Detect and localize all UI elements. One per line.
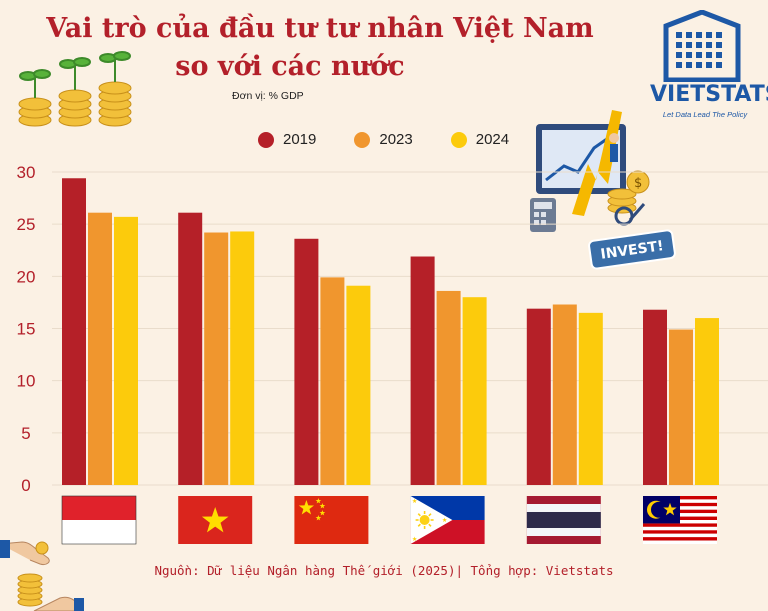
- legend-swatch: [450, 131, 467, 148]
- y-tick-label: 10: [17, 372, 36, 391]
- legend-label: 2024: [475, 131, 510, 148]
- flag-indonesia-icon: [61, 495, 137, 545]
- y-tick-label: 15: [17, 320, 36, 339]
- chart-title-line2: so với các nước: [175, 51, 405, 82]
- bar-2019-china: [294, 238, 319, 485]
- vietstats-logo-icon: [663, 10, 741, 82]
- bar-2023-vietnam: [204, 232, 229, 485]
- legend-swatch: [258, 131, 274, 148]
- bar-2019-malaysia: [643, 309, 667, 485]
- legend-item-2024: 2024: [450, 131, 510, 148]
- invest-illustration: $ INVEST!: [530, 110, 676, 270]
- bar-2024-malaysia: [695, 318, 719, 485]
- legend-label: 2019: [283, 131, 317, 148]
- logo-name: VIETSTATS: [650, 82, 768, 107]
- bar-2024-philippines: [462, 297, 487, 485]
- bar-2019-philippines: [410, 256, 435, 485]
- logo-tagline: Let Data Lead The Policy: [662, 110, 748, 119]
- bar-2019-vietnam: [178, 212, 203, 485]
- y-tick-label: 0: [21, 476, 30, 495]
- bar-2024-thailand: [578, 312, 603, 485]
- bar-2023-malaysia: [669, 329, 693, 485]
- bar-2024-china: [346, 285, 371, 485]
- hand-coin-illustration: [0, 540, 84, 611]
- chart-title-line1: Vai trò của đầu tư tư nhân Việt Nam: [46, 13, 594, 44]
- bar-2024-indonesia: [114, 216, 138, 485]
- bar-2023-thailand: [552, 304, 577, 485]
- flag-vietnam-icon: [178, 496, 253, 544]
- svg-text:$: $: [634, 176, 642, 191]
- y-tick-label: 20: [17, 267, 36, 286]
- flag-china-icon: [294, 496, 369, 544]
- legend-swatch: [354, 131, 371, 148]
- bar-2019-thailand: [526, 308, 551, 485]
- y-tick-label: 30: [17, 163, 36, 182]
- bar-2023-indonesia: [88, 212, 112, 485]
- bar-2023-china: [320, 277, 345, 485]
- legend-item-2019: 2019: [258, 131, 316, 148]
- legend-item-2023: 2023: [354, 131, 413, 148]
- flag-malaysia-icon: [643, 496, 717, 544]
- y-tick-label: 5: [21, 424, 30, 443]
- y-tick-label: 25: [17, 215, 36, 234]
- bar-2024-vietnam: [230, 231, 255, 485]
- flag-thailand-icon: [526, 496, 601, 544]
- legend: 2019 2023 2024: [258, 131, 509, 148]
- source-note: Nguồn: Dữ liệu Ngân hàng Thế giới (2025)…: [154, 563, 614, 578]
- bar-2019-indonesia: [62, 178, 86, 485]
- unit-label: Đơn vị: % GDP: [232, 90, 304, 102]
- coin-sprout-illustration: [18, 51, 132, 127]
- bar-2023-philippines: [436, 290, 461, 485]
- legend-label: 2023: [379, 131, 413, 148]
- flag-philippines-icon: [410, 496, 485, 544]
